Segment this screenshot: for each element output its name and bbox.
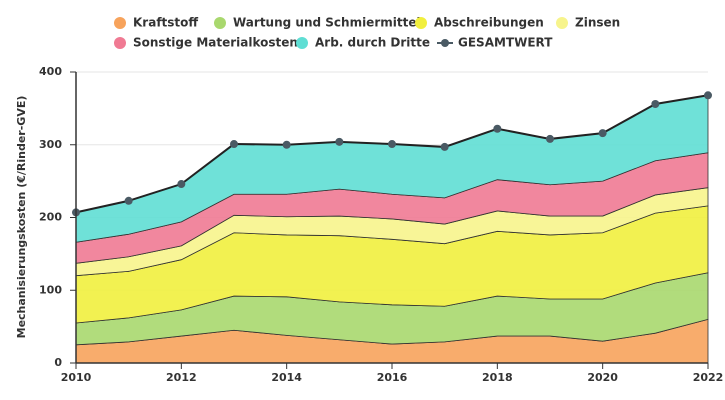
- legend-label: Abschreibungen: [434, 16, 544, 30]
- legend-marker: [214, 17, 226, 29]
- legend-marker: [441, 39, 449, 47]
- total-point: [704, 91, 712, 100]
- total-point: [177, 180, 186, 189]
- legend-label: Sonstige Materialkosten: [133, 36, 298, 50]
- total-point: [440, 142, 449, 151]
- y-tick-label: 400: [39, 65, 62, 78]
- x-tick-label: 2018: [482, 371, 513, 384]
- legend-marker: [556, 17, 568, 29]
- y-tick-label: 200: [39, 211, 62, 224]
- total-point: [124, 196, 133, 205]
- legend-label: Kraftstoff: [133, 16, 198, 30]
- legend-label: Zinsen: [575, 16, 620, 30]
- x-tick-label: 2020: [587, 371, 618, 384]
- x-tick-label: 2016: [377, 371, 408, 384]
- legend-marker: [114, 17, 126, 29]
- legend-marker: [114, 37, 126, 49]
- legend-label: GESAMTWERT: [458, 36, 553, 50]
- legend-label: Wartung und Schmiermittel: [233, 16, 421, 30]
- total-point: [546, 134, 554, 143]
- y-tick-label: 0: [54, 356, 62, 369]
- y-axis-label: Mechanisierungskosten (€/Rinder-GVE): [15, 96, 28, 339]
- x-tick-label: 2012: [166, 371, 197, 384]
- legend-label: Arb. durch Dritte: [315, 36, 430, 50]
- x-tick-label: 2014: [271, 371, 302, 384]
- x-tick-label: 2022: [693, 371, 724, 384]
- total-point: [388, 140, 396, 149]
- y-tick-label: 100: [39, 283, 62, 296]
- total-point: [493, 124, 502, 133]
- total-point: [282, 140, 291, 149]
- total-point: [651, 100, 660, 109]
- total-point: [598, 129, 607, 138]
- y-tick-label: 300: [39, 138, 62, 151]
- legend-marker: [415, 17, 427, 29]
- total-point: [230, 140, 238, 149]
- x-tick-label: 2010: [61, 371, 92, 384]
- total-point: [335, 137, 344, 146]
- legend-marker: [296, 37, 308, 49]
